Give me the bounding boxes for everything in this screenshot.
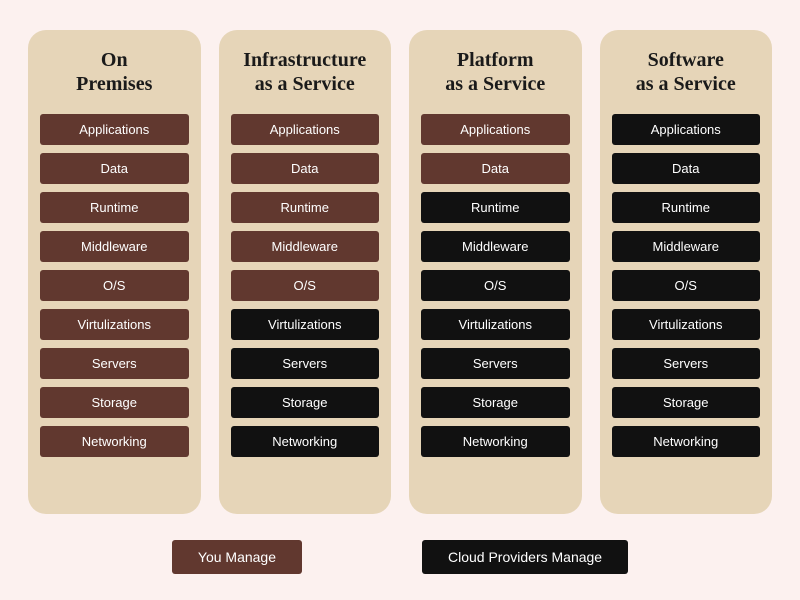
layer-item: Middleware bbox=[40, 231, 189, 262]
legend: You Manage Cloud Providers Manage bbox=[28, 540, 772, 580]
column-saas: Software as a Service Applications Data Run… bbox=[600, 30, 773, 514]
layer-item: O/S bbox=[421, 270, 570, 301]
layer-item: Runtime bbox=[421, 192, 570, 223]
layer-item: Servers bbox=[612, 348, 761, 379]
legend-you-manage: You Manage bbox=[172, 540, 302, 574]
column-paas: Platform as a Service Applications Data Run… bbox=[409, 30, 582, 514]
layer-item: Applications bbox=[40, 114, 189, 145]
layer-item: Middleware bbox=[612, 231, 761, 262]
layers: Applications Data Runtime Middleware O/S Virt… bbox=[612, 114, 761, 457]
layer-item: Networking bbox=[612, 426, 761, 457]
layer-item: Middleware bbox=[231, 231, 380, 262]
layer-item: Storage bbox=[231, 387, 380, 418]
layer-item: Virtulizations bbox=[421, 309, 570, 340]
column-title: Infrastructure as a Service bbox=[231, 44, 380, 100]
column-title: On Premises bbox=[40, 44, 189, 100]
layer-item: Servers bbox=[231, 348, 380, 379]
layer-item: Data bbox=[231, 153, 380, 184]
column-iaas: Infrastructure as a Service Applications D… bbox=[219, 30, 392, 514]
legend-provider-manage: Cloud Providers Manage bbox=[422, 540, 628, 574]
layers: Applications Data Runtime Middleware O/S Virt… bbox=[231, 114, 380, 457]
layer-item: Applications bbox=[231, 114, 380, 145]
column-on-premises: On Premises Applications Data Runtime Middle… bbox=[28, 30, 201, 514]
layer-item: Networking bbox=[40, 426, 189, 457]
layer-item: Applications bbox=[421, 114, 570, 145]
diagram-canvas: On Premises Applications Data Runtime Middle… bbox=[0, 0, 800, 600]
layer-item: Data bbox=[612, 153, 761, 184]
layer-item: Runtime bbox=[231, 192, 380, 223]
layer-item: Virtulizations bbox=[231, 309, 380, 340]
column-title: Platform as a Service bbox=[421, 44, 570, 100]
layer-item: Runtime bbox=[40, 192, 189, 223]
layer-item: Storage bbox=[40, 387, 189, 418]
layer-item: Servers bbox=[40, 348, 189, 379]
layer-item: Virtulizations bbox=[612, 309, 761, 340]
layer-item: O/S bbox=[612, 270, 761, 301]
layer-item: Data bbox=[40, 153, 189, 184]
layer-item: Storage bbox=[421, 387, 570, 418]
layer-item: Virtulizations bbox=[40, 309, 189, 340]
layer-item: O/S bbox=[40, 270, 189, 301]
columns-container: On Premises Applications Data Runtime Middle… bbox=[28, 30, 772, 514]
layer-item: Storage bbox=[612, 387, 761, 418]
layers: Applications Data Runtime Middleware O/S Virt… bbox=[421, 114, 570, 457]
layer-item: Servers bbox=[421, 348, 570, 379]
layers: Applications Data Runtime Middleware O/S Virt… bbox=[40, 114, 189, 457]
column-title: Software as a Service bbox=[612, 44, 761, 100]
layer-item: Middleware bbox=[421, 231, 570, 262]
layer-item: Networking bbox=[421, 426, 570, 457]
layer-item: Networking bbox=[231, 426, 380, 457]
layer-item: Applications bbox=[612, 114, 761, 145]
layer-item: O/S bbox=[231, 270, 380, 301]
layer-item: Runtime bbox=[612, 192, 761, 223]
layer-item: Data bbox=[421, 153, 570, 184]
